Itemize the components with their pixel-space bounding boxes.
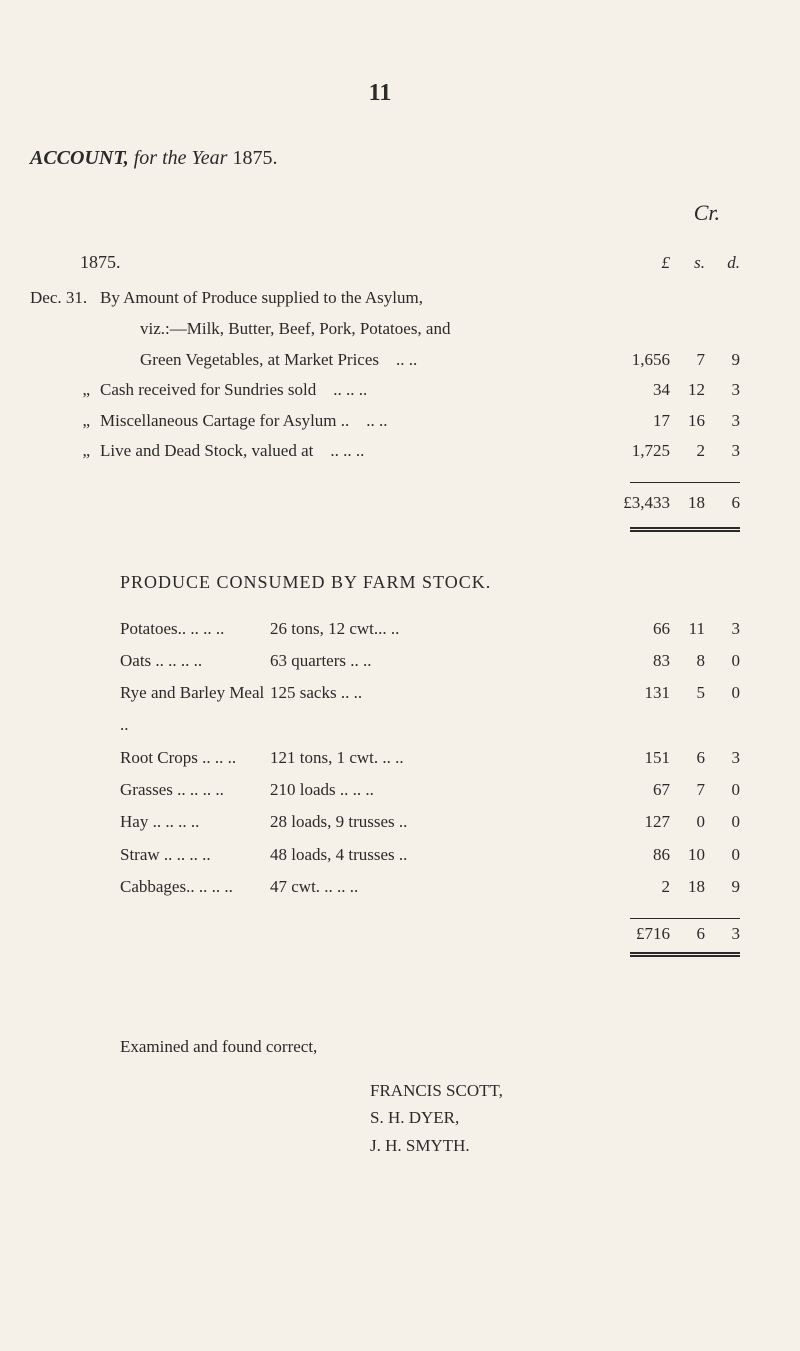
shillings-header: s.: [670, 248, 705, 279]
money-value: 66113: [610, 613, 740, 645]
produce-item: Potatoes.. .. .. ..: [20, 613, 270, 645]
money-value: 2189: [610, 871, 740, 903]
produce-qty: 48 loads, 4 trusses ..: [270, 839, 610, 871]
money-value: 86100: [610, 839, 740, 871]
money-value: 34 12 3: [610, 375, 740, 406]
produce-item: Root Crops .. .. ..: [20, 742, 270, 774]
double-rule: [630, 952, 740, 957]
ditto-mark: „: [20, 436, 100, 467]
pounds-header: £: [610, 248, 670, 279]
account-title: ACCOUNT, for the Year 1875.: [20, 147, 740, 170]
produce-table: Potatoes.. .. .. ..26 tons, 12 cwt... ..…: [20, 613, 740, 904]
produce-qty: 210 loads .. .. ..: [270, 774, 610, 806]
produce-qty: 26 tons, 12 cwt... ..: [270, 613, 610, 645]
produce-row: Straw .. .. .. ..48 loads, 4 trusses ..8…: [20, 839, 740, 871]
money-value: 8380: [610, 645, 740, 677]
produce-item: Rye and Barley Meal ..: [20, 677, 270, 742]
money-value: 1,656 7 9: [610, 345, 740, 376]
examined-text: Examined and found correct,: [20, 1037, 740, 1057]
money-value: 1,725 2 3: [610, 436, 740, 467]
title-year: 1875.: [232, 147, 277, 169]
document-page: 11 ACCOUNT, for the Year 1875. Cr. 1875.…: [0, 0, 800, 1199]
ditto-mark: „: [20, 406, 100, 437]
produce-row: Cabbages.. .. .. ..47 cwt. .. .. ..2189: [20, 871, 740, 903]
double-rule: [630, 527, 740, 532]
ditto-mark: „: [20, 375, 100, 406]
title-for: for the Year: [134, 147, 228, 169]
ledger-row: „ Cash received for Sundries sold .. .. …: [20, 375, 740, 406]
entry-date: Dec. 31.: [20, 283, 100, 314]
grand-total: £3,433 18 6: [20, 488, 740, 519]
produce-row: Grasses .. .. .. ..210 loads .. .. ..677…: [20, 774, 740, 806]
produce-row: Root Crops .. .. ..121 tons, 1 cwt. .. .…: [20, 742, 740, 774]
produce-heading: PRODUCE CONSUMED BY FARM STOCK.: [20, 572, 740, 593]
year-heading: 1875.: [20, 246, 610, 278]
produce-item: Grasses .. .. .. ..: [20, 774, 270, 806]
title-prefix: ACCOUNT,: [30, 147, 129, 169]
signatures: FRANCIS SCOTT, S. H. DYER, J. H. SMYTH.: [20, 1077, 740, 1159]
produce-item: Straw .. .. .. ..: [20, 839, 270, 871]
produce-row: Oats .. .. .. ..63 quarters .. ..8380: [20, 645, 740, 677]
total-rule: [630, 482, 740, 483]
ledger-row: Green Vegetables, at Market Prices .. ..…: [20, 345, 740, 376]
produce-qty: 63 quarters .. ..: [270, 645, 610, 677]
entry-desc: By Amount of Produce supplied to the Asy…: [100, 283, 610, 314]
money-value: 13150: [610, 677, 740, 709]
produce-row: Potatoes.. .. .. ..26 tons, 12 cwt... ..…: [20, 613, 740, 645]
entry-desc: Live and Dead Stock, valued at .. .. ..: [100, 436, 610, 467]
pence-header: d.: [705, 248, 740, 279]
ledger-row: Dec. 31. By Amount of Produce supplied t…: [20, 283, 740, 314]
credit-label: Cr.: [20, 200, 740, 226]
ledger-row: „ Live and Dead Stock, valued at .. .. .…: [20, 436, 740, 467]
money-value: 17 16 3: [610, 406, 740, 437]
produce-qty: 121 tons, 1 cwt. .. ..: [270, 742, 610, 774]
entry-desc: viz.:—Milk, Butter, Beef, Pork, Potatoes…: [100, 314, 610, 345]
ledger-row: „ Miscellaneous Cartage for Asylum .. ..…: [20, 406, 740, 437]
produce-row: Rye and Barley Meal ..125 sacks .. ..131…: [20, 677, 740, 742]
entry-desc: Miscellaneous Cartage for Asylum .. .. .…: [100, 406, 610, 437]
entry-desc: Cash received for Sundries sold .. .. ..: [100, 375, 610, 406]
produce-item: Oats .. .. .. ..: [20, 645, 270, 677]
ledger-section: 1875. £ s. d. Dec. 31. By Amount of Prod…: [20, 246, 740, 532]
produce-qty: 125 sacks .. ..: [270, 677, 610, 709]
money-value: 6770: [610, 774, 740, 806]
entry-desc: Green Vegetables, at Market Prices .. ..: [100, 345, 610, 376]
produce-item: Cabbages.. .. .. ..: [20, 871, 270, 903]
signature: S. H. DYER,: [370, 1104, 740, 1131]
signature: FRANCIS SCOTT,: [370, 1077, 740, 1104]
produce-qty: 28 loads, 9 trusses ..: [270, 806, 610, 838]
year-and-lsd-row: 1875. £ s. d.: [20, 246, 740, 283]
money-value: 15163: [610, 742, 740, 774]
lsd-header: £ s. d.: [610, 248, 740, 279]
page-number: 11: [20, 80, 740, 107]
money-value: 12700: [610, 806, 740, 838]
produce-qty: 47 cwt. .. .. ..: [270, 871, 610, 903]
produce-row: Hay .. .. .. ..28 loads, 9 trusses ..127…: [20, 806, 740, 838]
produce-total: £716 6 3: [20, 924, 740, 944]
signature: J. H. SMYTH.: [370, 1132, 740, 1159]
total-rule: [630, 918, 740, 919]
produce-item: Hay .. .. .. ..: [20, 806, 270, 838]
ledger-row: viz.:—Milk, Butter, Beef, Pork, Potatoes…: [20, 314, 740, 345]
